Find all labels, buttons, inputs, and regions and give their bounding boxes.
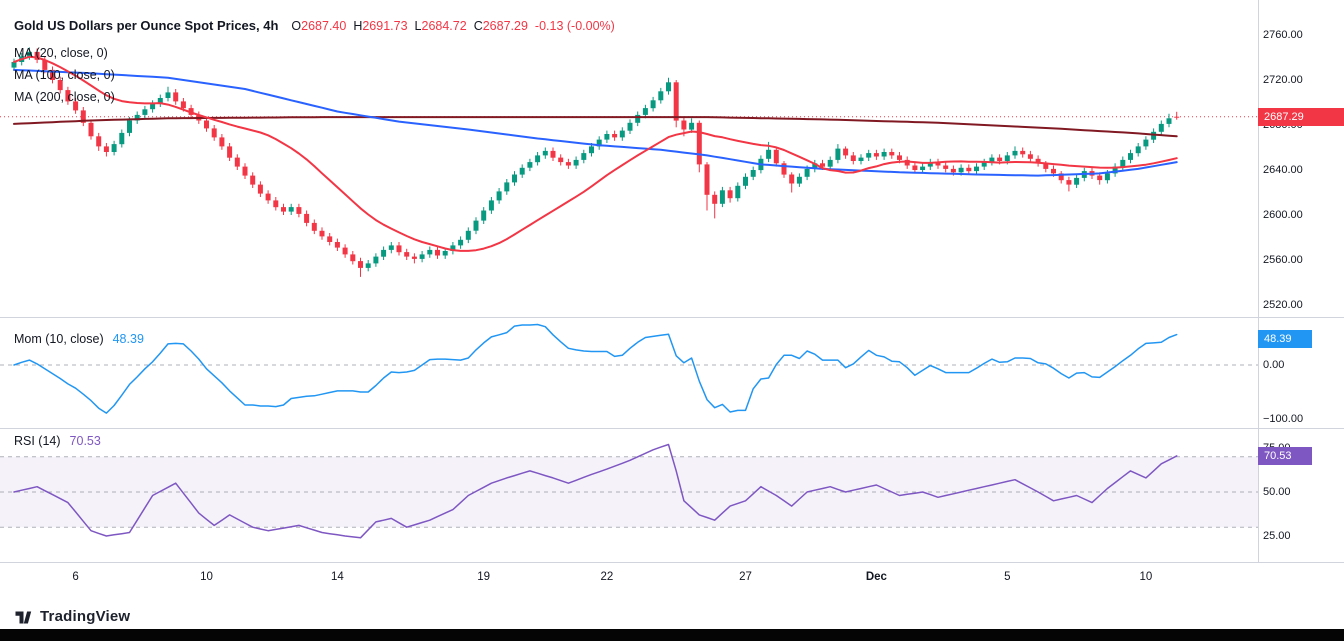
tradingview-logo-icon [15,611,32,624]
rsi-tick-label: 50.00 [1263,486,1291,498]
price-tick-label: 2600.00 [1263,209,1303,221]
price-tick-label: 2720.00 [1263,74,1303,86]
ma100-line [13,68,1178,177]
time-tick-label: 22 [600,571,614,583]
low-label: L [414,19,422,33]
mom-tick-label: 0.00 [1263,359,1285,371]
mom-tick-label: −100.00 [1263,413,1304,425]
tradingview-logo-text: TradingView [40,608,131,625]
close-label: C [473,19,483,33]
change-value: -0.13 (-0.00%) [534,19,615,33]
ma20-legend[interactable]: MA (20, close, 0) [14,46,108,60]
rsi-legend-value: 70.53 [69,434,101,448]
price-tick-label: 2520.00 [1263,299,1303,311]
mom-legend[interactable]: Mom (10, close) 48.39 [14,332,144,346]
rsi-legend-label: RSI (14) [14,434,61,448]
close-value: 2687.29 [482,19,528,33]
price-tick-label: 2760.00 [1263,29,1303,41]
rsi-legend[interactable]: RSI (14) 70.53 [14,434,101,448]
time-tick-label: 19 [477,571,491,583]
price-tick-label: 2640.00 [1263,164,1303,176]
low-value: 2684.72 [421,19,467,33]
ma20-line [13,55,1178,252]
ma100-legend[interactable]: MA (100, close, 0) [14,68,115,82]
ma200-legend[interactable]: MA (200, close, 0) [14,90,115,104]
high-label: H [353,19,363,33]
symbol-title[interactable]: Gold US Dollars per Ounce Spot Prices, 4… [14,18,279,33]
bottom-bar [0,629,1344,641]
rsi-line [13,443,1178,539]
mom-line [13,323,1178,414]
time-tick-label: 10 [1139,571,1153,583]
rsi-value-badge: 70.53 [1258,447,1312,465]
mom-legend-label: Mom (10, close) [14,332,104,346]
last-price-badge: 2687.29 [1258,108,1344,126]
symbol-legend[interactable]: Gold US Dollars per Ounce Spot Prices, 4… [14,18,615,33]
tradingview-logo[interactable]: TradingView [14,607,130,626]
high-value: 2691.73 [362,19,408,33]
mom-value-badge: 48.39 [1258,330,1312,348]
time-tick-label: 14 [330,571,344,583]
mom-legend-value: 48.39 [112,332,144,346]
time-tick-label: 6 [72,571,79,583]
open-value: 2687.40 [301,19,347,33]
price-tick-label: 2560.00 [1263,254,1303,266]
time-tick-label: 10 [200,571,213,583]
time-tick-label: 27 [739,571,752,583]
time-tick-label: 5 [1004,571,1011,583]
time-tick-label: Dec [865,571,887,583]
open-label: O [291,19,302,33]
rsi-tick-label: 25.00 [1263,530,1291,542]
